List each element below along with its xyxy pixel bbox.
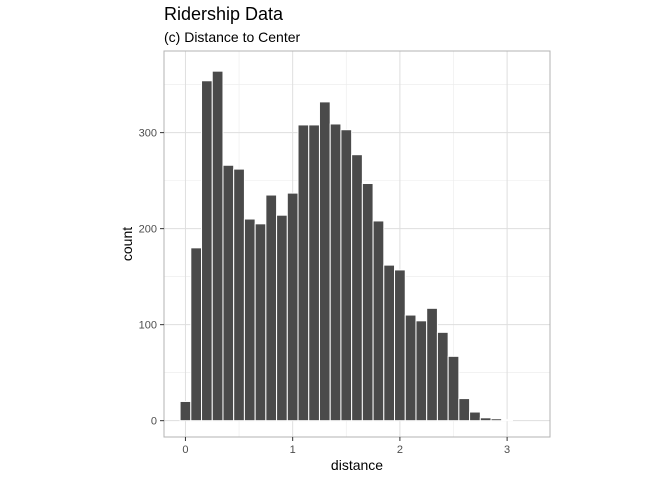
panel-border — [163, 50, 551, 438]
y-tick-label: 100 — [139, 320, 157, 332]
histogram-bar — [415, 320, 428, 422]
histogram-bar — [243, 218, 256, 422]
histogram-bar — [447, 355, 460, 422]
y-tick-label: 300 — [139, 128, 157, 140]
histogram-bar — [329, 123, 342, 422]
histogram-bar — [179, 400, 192, 422]
histogram-bar — [394, 269, 406, 422]
histogram-bar — [383, 264, 396, 422]
histogram-bar — [318, 101, 331, 422]
histogram-bar — [458, 398, 471, 422]
histogram-bar — [351, 154, 363, 422]
histogram-bar — [340, 129, 353, 422]
histogram-bar — [361, 183, 374, 422]
histogram-bar — [190, 247, 203, 422]
bars — [179, 70, 513, 422]
histogram-bar — [297, 124, 310, 422]
histogram-bar — [479, 417, 492, 422]
x-axis-title: distance — [331, 457, 383, 473]
histogram-bar — [265, 194, 278, 422]
y-tick-label: 0 — [151, 416, 157, 428]
x-tick-label: 2 — [397, 444, 403, 456]
histogram-bar — [276, 214, 288, 422]
histogram-bar — [201, 80, 213, 422]
histogram-bar — [490, 418, 503, 422]
histogram-bar — [372, 220, 385, 422]
histogram-bar — [501, 419, 513, 422]
chart-title: Ridership Data — [164, 4, 284, 24]
histogram-bar — [436, 331, 449, 422]
histogram-bar — [211, 70, 224, 422]
x-tick-label: 3 — [504, 444, 510, 456]
histogram-bar — [254, 223, 267, 422]
histogram-bar — [308, 124, 320, 422]
histogram-bar — [469, 411, 481, 422]
x-axis-ticks: 0 1 2 3 — [182, 437, 510, 456]
y-tick-label: 200 — [139, 224, 157, 236]
x-tick-label: 0 — [182, 444, 188, 456]
histogram-bar — [233, 168, 245, 422]
histogram-bar — [222, 164, 235, 422]
histogram-bar — [426, 307, 438, 422]
x-tick-label: 1 — [290, 444, 296, 456]
chart-subtitle: (c) Distance to Center — [164, 29, 301, 45]
histogram-bar — [404, 314, 417, 422]
y-axis-title: count — [119, 227, 135, 261]
y-axis-ticks: 0 100 200 300 — [139, 128, 164, 428]
histogram-bar — [286, 192, 299, 422]
